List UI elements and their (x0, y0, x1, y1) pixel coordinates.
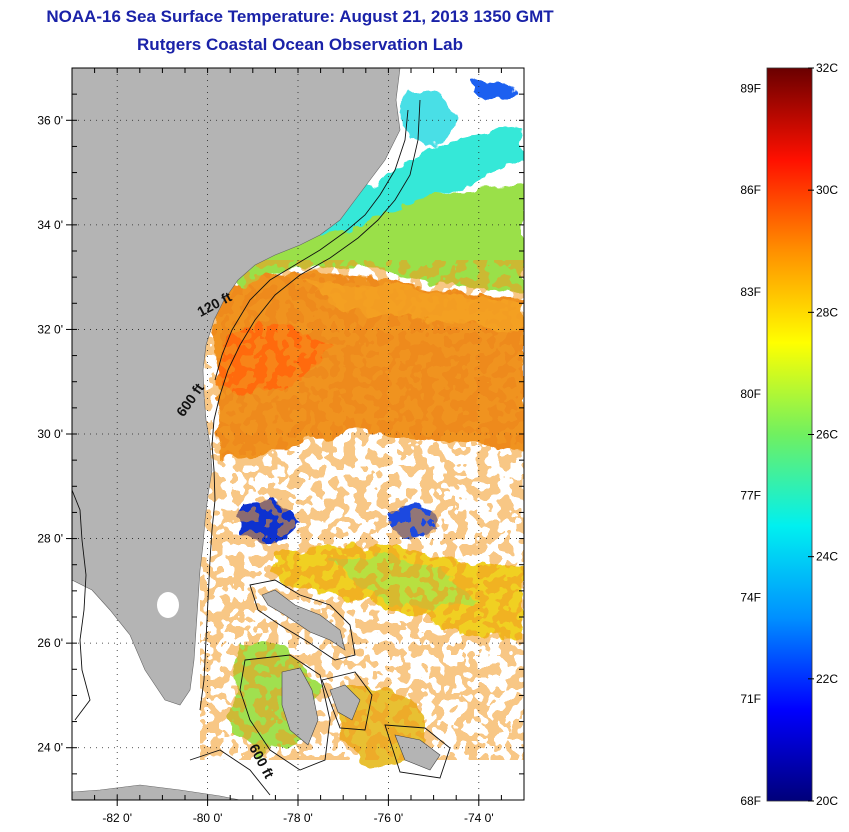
contour-bahamas-bank-1 (249, 579, 356, 661)
contour-florida-west (72, 489, 91, 721)
lat-tick-label-0: 36 0' (37, 113, 63, 127)
lat-tick-label-2: 32 0' (37, 322, 63, 336)
contour-bahamas-bank-4 (384, 724, 451, 779)
contour-bahamas-bank-3 (321, 671, 373, 731)
lat-lon-grid (72, 68, 524, 800)
lon-tick-label-4: -74 0' (464, 811, 494, 825)
fahrenheit-tick-label-0: 89F (740, 81, 761, 95)
lat-tick-label-5: 26 0' (37, 636, 63, 650)
contour-600ft (199, 99, 421, 711)
colorbar-gradient (766, 67, 813, 802)
fahrenheit-tick-label-2: 83F (740, 285, 761, 299)
map-subtitle: Rutgers Coastal Ocean Observation Lab (137, 35, 463, 54)
fahrenheit-tick-label-4: 77F (740, 489, 761, 503)
sst-cyan-north (400, 90, 460, 145)
lat-tick-label-4: 28 0' (37, 532, 63, 546)
lake-okeechobee (157, 592, 179, 618)
lon-tick-label-0: -82 0' (102, 811, 132, 825)
lon-tick-label-1: -80 0' (193, 811, 223, 825)
celsius-tick-label-4: 24C (816, 550, 838, 564)
colorbar-ticks: 32C 30C 28C 26C 24C 22C 20C 89F 86F 83F 80F 77F 74F 7… (740, 61, 838, 808)
map-title: NOAA-16 Sea Surface Temperature: August … (46, 7, 554, 26)
cuba-coast (72, 784, 241, 800)
lat-tick-label-6: 24 0' (37, 741, 63, 755)
sst-cold-patch-3 (470, 80, 515, 100)
bahamas-island-abaco (261, 589, 346, 651)
lat-tick-label-3: 30 0' (37, 427, 63, 441)
fahrenheit-tick-label-1: 86F (740, 183, 761, 197)
bahamas-island-south (394, 734, 441, 771)
celsius-tick-label-0: 32C (816, 61, 838, 75)
fahrenheit-tick-label-5: 74F (740, 590, 761, 604)
fahrenheit-tick-label-6: 71F (740, 692, 761, 706)
fahrenheit-tick-label-7: 68F (740, 794, 761, 808)
sst-cyan-nearshore (300, 128, 524, 232)
contour-south-600ft (189, 749, 271, 796)
lat-tick-label-1: 34 0' (37, 218, 63, 232)
bahamas-island-eleuthera (329, 684, 361, 721)
map-axis-ticks: -82 0' -80 0' -78 0' -76 0' -74 0' 36 0' 34 0'… (37, 67, 525, 825)
celsius-tick-label-5: 22C (816, 672, 838, 686)
contour-120ft (214, 109, 409, 381)
celsius-tick-label-6: 20C (816, 794, 838, 808)
land-mass-north-america (72, 68, 401, 706)
lon-tick-label-2: -78 0' (283, 811, 313, 825)
celsius-tick-label-2: 28C (816, 305, 838, 319)
celsius-tick-label-1: 30C (816, 183, 838, 197)
bathymetry-contours (72, 99, 451, 796)
fahrenheit-tick-label-3: 80F (740, 387, 761, 401)
bahamas-island-andros (281, 667, 319, 746)
celsius-tick-label-3: 26C (816, 428, 838, 442)
lon-tick-label-3: -76 0' (374, 811, 404, 825)
sst-speckle-overlay (200, 260, 524, 760)
contour-bahamas-bank-2 (239, 654, 331, 771)
